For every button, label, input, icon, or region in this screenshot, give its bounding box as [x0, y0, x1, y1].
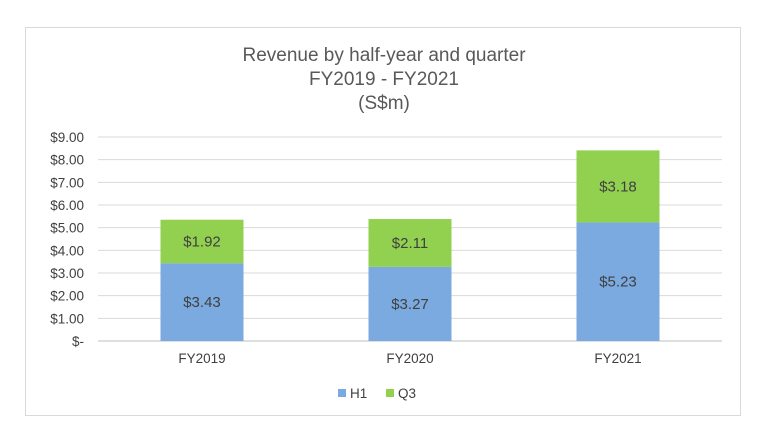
- bar-q3: [576, 150, 660, 223]
- legend-swatch-h1: [338, 389, 346, 397]
- y-tick-label: $6.00: [50, 198, 84, 213]
- y-tick-label: $4.00: [50, 243, 84, 258]
- y-tick-label: $2.00: [50, 289, 84, 304]
- data-label: $2.11: [392, 235, 428, 252]
- y-tick-label: $3.00: [50, 266, 84, 281]
- bar-q3: [368, 219, 452, 267]
- y-tick-label: $1.00: [50, 311, 84, 326]
- legend-label-q3: Q3: [398, 386, 416, 401]
- y-tick-label: $7.00: [50, 175, 84, 190]
- chart-unit-subtitle: (S$m): [358, 93, 410, 114]
- data-label: $3.18: [599, 178, 637, 195]
- x-tick-label: FY2021: [594, 351, 641, 366]
- bar-h1: [368, 266, 452, 341]
- x-tick-label: FY2020: [386, 351, 433, 366]
- data-label: $3.43: [183, 294, 221, 311]
- y-tick-label: $9.00: [50, 130, 84, 145]
- y-tick-label: $5.00: [50, 221, 84, 236]
- bar-h1: [576, 222, 660, 341]
- x-tick-label: FY2019: [178, 351, 225, 366]
- y-tick-label: $-: [72, 334, 84, 349]
- data-label: $1.92: [183, 233, 221, 250]
- legend-label-h1: H1: [350, 386, 367, 401]
- bar-h1: [160, 263, 244, 341]
- data-label: $5.23: [599, 274, 637, 291]
- bar-q3: [160, 219, 244, 264]
- chart-titles: Revenue by half-year and quarter FY2019 …: [0, 44, 768, 116]
- legend-swatch-q3: [386, 389, 394, 397]
- data-label: $3.27: [391, 296, 429, 313]
- y-tick-label: $8.00: [50, 153, 84, 168]
- chart-subtitle: FY2019 - FY2021: [309, 69, 459, 90]
- chart-title: Revenue by half-year and quarter: [242, 45, 526, 66]
